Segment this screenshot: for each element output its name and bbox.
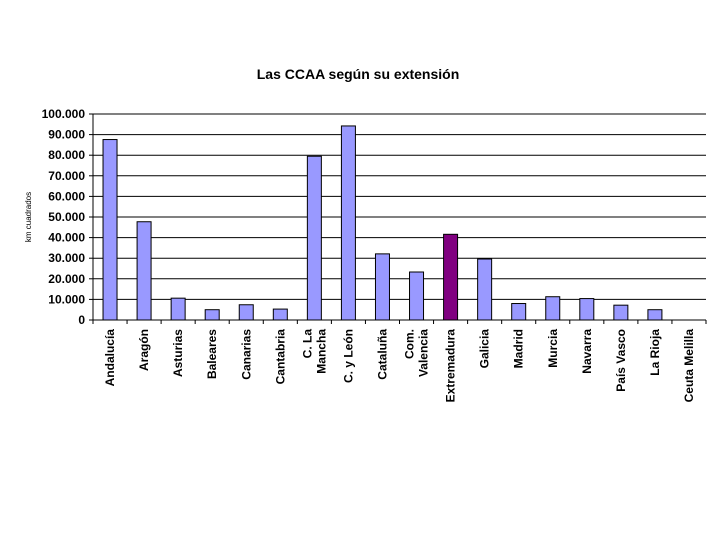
y-tick-label: 40.000 <box>48 231 85 245</box>
category-label: Mancha <box>314 329 328 374</box>
bar <box>340 125 356 321</box>
y-tick-label: 0 <box>78 313 85 327</box>
bar <box>136 221 152 321</box>
category-label: Navarra <box>580 329 594 374</box>
bar <box>238 304 254 321</box>
axes <box>92 114 707 324</box>
category-label: Asturias <box>171 329 185 377</box>
chart-title: Las CCAA según su extensión <box>257 66 460 82</box>
category-labels: Andalucía Aragón Asturias Baleares Canarias C… <box>103 329 696 403</box>
category-label: Extremadura <box>444 329 458 403</box>
y-tick-labels: 0 10.000 20.000 30.000 40.000 50.000 60.000 70.… <box>42 107 93 327</box>
category-label: Cataluña <box>375 329 389 380</box>
bar <box>613 304 629 321</box>
category-label: Baleares <box>205 329 219 379</box>
category-label: Ceuta Melilla <box>682 329 696 403</box>
bar <box>170 297 186 321</box>
gridlines <box>93 113 706 300</box>
category-label: Murcia <box>546 329 560 368</box>
y-tick-label: 20.000 <box>48 272 85 286</box>
category-label: Canarias <box>239 329 253 380</box>
y-tick-label: 60.000 <box>48 189 85 203</box>
category-label: Cantabria <box>273 329 287 385</box>
category-label: Valencia <box>417 329 431 377</box>
bar <box>102 139 118 321</box>
bar <box>272 308 288 321</box>
bar <box>443 233 459 321</box>
y-tick-label: 30.000 <box>48 251 85 265</box>
bar <box>579 298 595 321</box>
y-axis-label: km cuadrados <box>24 192 33 242</box>
bar <box>647 309 663 321</box>
bar <box>477 258 493 321</box>
bars <box>102 125 663 321</box>
y-tick-label: 10.000 <box>48 292 85 306</box>
category-label: Madrid <box>512 329 526 368</box>
y-tick-label: 80.000 <box>48 148 85 162</box>
category-label: C. La <box>300 329 314 359</box>
category-label: Aragón <box>137 329 151 371</box>
bar <box>306 155 322 321</box>
category-label: Com. <box>403 329 417 359</box>
bar <box>511 303 527 321</box>
y-tick-label: 70.000 <box>48 169 85 183</box>
bar <box>545 296 561 321</box>
y-tick-label: 90.000 <box>48 128 85 142</box>
bar <box>204 309 220 321</box>
category-label: La Rioja <box>648 329 662 376</box>
category-label: Galicia <box>478 329 492 369</box>
category-label: C. y León <box>341 329 355 383</box>
bar <box>374 253 390 321</box>
category-label: País Vasco <box>614 329 628 392</box>
category-label: Andalucía <box>103 329 117 387</box>
bar <box>409 271 425 321</box>
y-tick-label: 50.000 <box>48 210 85 224</box>
y-tick-label: 100.000 <box>42 107 86 121</box>
